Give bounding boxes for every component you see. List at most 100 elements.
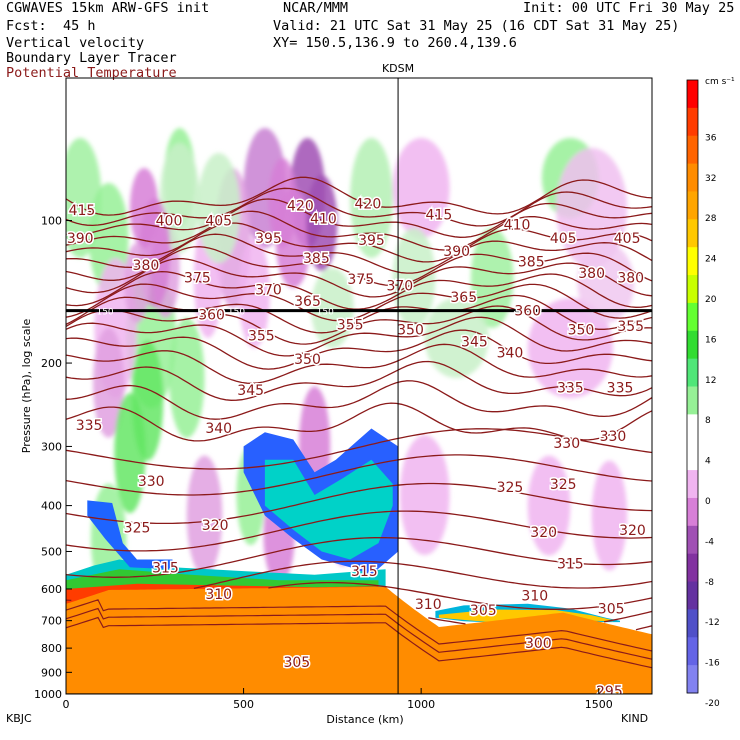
isentrope-23: [66, 560, 652, 602]
isentrope-label: 330: [553, 436, 580, 452]
isentrope-label: 385: [518, 254, 545, 270]
isentrope-label: 405: [205, 214, 232, 230]
isentrope-label: 365: [450, 290, 477, 306]
isentrope-label: 405: [550, 231, 577, 247]
isentrope-label: 330: [138, 474, 165, 490]
isentrope-2: [66, 198, 652, 238]
colorbar-swatch: [687, 247, 698, 276]
isentrope-label: 390: [67, 231, 94, 247]
isentrope-label: 375: [184, 271, 211, 287]
w-cell-14: [470, 228, 514, 328]
isentrope-label: 380: [133, 258, 160, 274]
colorbar-units: cm s⁻¹: [705, 77, 735, 87]
isentrope-label: 365: [294, 294, 321, 310]
isentrope-label: 295: [596, 684, 623, 700]
colorbar-swatch: [687, 163, 698, 192]
isentrope-low-1: [66, 607, 652, 660]
x-tick-label: 1000: [407, 698, 435, 711]
isentrope-label: 325: [550, 477, 577, 493]
isentrope-24: [268, 581, 652, 610]
w-cell-26: [124, 243, 150, 323]
isentrope-19: [66, 454, 652, 496]
colorbar-swatch: [687, 553, 698, 583]
y-tick-label: 700: [41, 615, 62, 628]
w-cell-10: [350, 138, 393, 258]
colorbar-swatch: [687, 275, 698, 304]
x-axis-ticks: 0 500 1000 1500: [63, 688, 613, 711]
y-axis-label: Pressure (hPa), log scale: [20, 319, 33, 454]
isentrope-label: 350: [568, 323, 595, 339]
isentrope-label: 315: [557, 556, 584, 572]
y-tick-label: 200: [41, 357, 62, 370]
colorbar-label: -8: [705, 578, 714, 588]
forecast-hours: 45 h: [63, 18, 96, 34]
kdsm-marker-label: KDSM: [382, 62, 414, 75]
isentrope-label: 355: [248, 329, 275, 345]
y-tick-label: 800: [41, 642, 62, 655]
right-endpoint-label: KIND: [621, 712, 648, 725]
init-time: Init: 00 UTC Fri 30 May 25: [523, 0, 735, 16]
colorbar-swatch: [687, 497, 698, 527]
isentrope-label: 410: [504, 218, 531, 234]
terrain-area: [66, 586, 652, 694]
isentrope-label: 370: [255, 283, 282, 299]
isentrope-11: [66, 305, 652, 345]
colorbar-swatch: [687, 330, 698, 360]
isentrope-13: [66, 329, 652, 370]
colorbar-label: 8: [705, 416, 711, 426]
isentrope-label: 310: [205, 587, 232, 603]
isentrope-label: 335: [557, 380, 584, 396]
colorbar-label: -12: [705, 618, 720, 628]
isentrope-labels: 415 420 420 415 400 405 410 410 405 405 390 395 395 3…: [66, 195, 647, 700]
isentrope-label: 340: [205, 421, 232, 437]
isentrope-label: 380: [578, 266, 605, 282]
isentrope-label: 345: [237, 383, 264, 399]
model-title: CGWAVES 15km ARW-GFS init: [6, 0, 210, 16]
tropopause-label-0: 150: [96, 308, 113, 318]
isentrope-14: [66, 343, 652, 384]
y-tick-label: 500: [41, 545, 62, 558]
isentrope-label: 360: [198, 308, 225, 324]
colorbar: 36 32 28 24 20 16 12 8 4 0 -4 -8 -12 -16 -20: [686, 79, 720, 709]
y-tick-label: 300: [41, 440, 62, 453]
isentrope-label: 325: [497, 480, 524, 496]
isentrope-label: 345: [461, 334, 488, 350]
isentrope-label: 300: [525, 636, 552, 652]
colorbar-label: -4: [705, 537, 714, 547]
y-tick-label: 100: [41, 215, 62, 228]
isentrope-label: 385: [303, 251, 330, 267]
y-axis-ticks: 100 200 300 400 500 600 700 800 900 1000: [34, 215, 72, 701]
isentrope-label: 390: [443, 244, 470, 260]
isentrope-1: [66, 187, 652, 227]
colorbar-swatch: [687, 581, 698, 610]
tracer-plume-west: [87, 500, 173, 570]
isentrope-label: 330: [600, 429, 627, 445]
w-cell-22: [159, 143, 200, 253]
isentrope-label: 340: [497, 346, 524, 362]
plot-frame: [65, 77, 653, 695]
w-low-cell-2: [114, 393, 146, 514]
isentrope-low-2: [66, 616, 652, 669]
colorbar-swatch: [687, 219, 698, 248]
cross-section-endpoints: XY= 150.5,136.9 to 260.4,139.6: [273, 35, 517, 51]
x-tick-label: 1500: [585, 698, 613, 711]
w-cell-13: [556, 148, 628, 268]
w-low-cell-9: [527, 455, 571, 556]
isentrope-label: 370: [386, 278, 413, 294]
isentrope-15: [66, 360, 652, 401]
isentrope-7: [66, 258, 652, 298]
colorbar-label: 24: [705, 255, 717, 265]
isentrope-label: 350: [397, 323, 424, 339]
isentrope-label: 310: [521, 589, 548, 605]
isentrope-21: [66, 510, 652, 552]
isentrope-label: 310: [415, 597, 442, 613]
isentrope-low-0: [66, 599, 652, 652]
isentrope-label: 305: [283, 655, 310, 671]
colorbar-swatch: [687, 107, 698, 137]
field-vertical-velocity: Vertical velocity: [6, 35, 145, 51]
isentrope-0: [66, 176, 652, 216]
x-tick-label: 500: [233, 698, 254, 711]
field-potential-temperature: Potential Temperature: [6, 65, 177, 81]
isentrope-label: 360: [514, 304, 541, 320]
